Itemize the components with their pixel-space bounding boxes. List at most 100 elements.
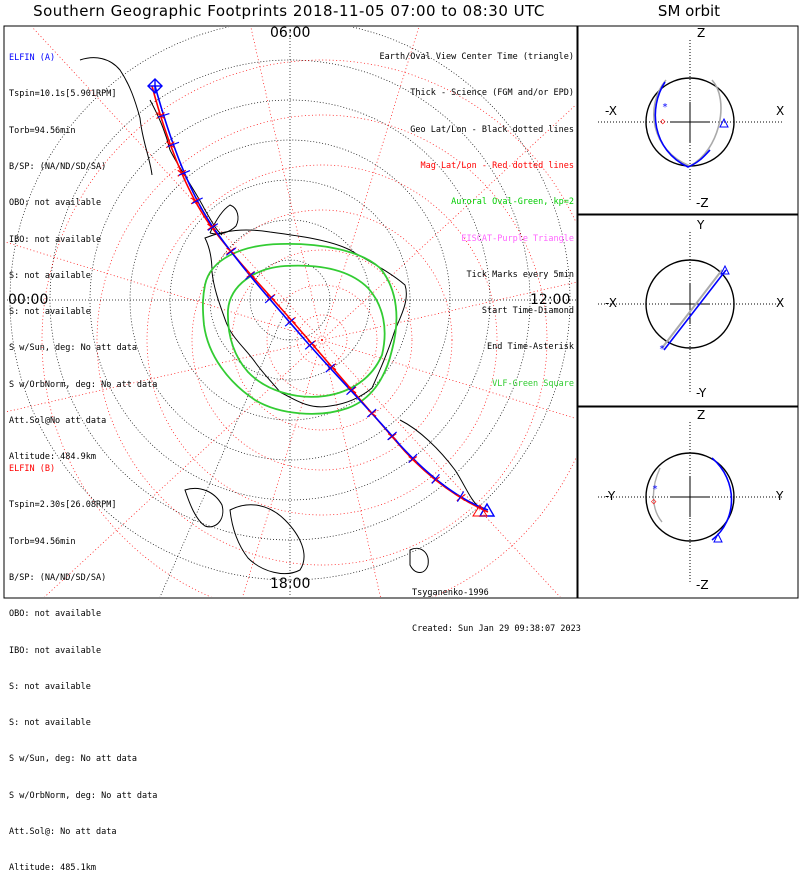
elfin-a-tick bbox=[325, 363, 336, 373]
elfin-a-line: Tspin=10.1s[5.901RPM] bbox=[9, 89, 117, 100]
oval-inner bbox=[227, 264, 386, 398]
elfin-b-tick bbox=[165, 141, 175, 149]
elfin-a-tick bbox=[225, 247, 237, 256]
orbit-frame-xy bbox=[577, 214, 799, 407]
mlt-label-bottom: 18:00 bbox=[270, 576, 311, 592]
elfin-a-tick bbox=[408, 453, 418, 464]
orbit-yz: * ◇ bbox=[598, 422, 782, 582]
credit: Tsyganenko-1996 Created: Sun Jan 29 09:3… bbox=[412, 563, 581, 647]
elfin-a-line: S w/Sun, deg: No att data bbox=[9, 343, 137, 354]
elfin-b-line: Altitude: 485.1km bbox=[9, 863, 96, 874]
orbit-xz-right: X bbox=[776, 104, 785, 118]
elfin-a-tick bbox=[207, 223, 219, 231]
legend-item: Tick Marks every 5min bbox=[466, 269, 574, 280]
indian-coast bbox=[399, 419, 481, 509]
elfin-a-line: Att.Sol@No att data bbox=[9, 416, 107, 426]
elfin-b-line: Att.Sol@: No att data bbox=[9, 827, 117, 837]
antarctica-coast bbox=[204, 229, 407, 408]
mag-grid-meridian bbox=[250, 27, 323, 341]
legend-item: Start Time-Diamond bbox=[481, 306, 574, 317]
mag-grid-circle bbox=[231, 249, 413, 431]
mlt-label-right: 12:00 bbox=[530, 292, 571, 308]
elfin-a-tick bbox=[284, 317, 295, 327]
peninsula bbox=[209, 204, 239, 235]
mag-grid-circle bbox=[191, 209, 453, 471]
map-frame bbox=[3, 25, 578, 599]
mlt-label-left: 00:00 bbox=[8, 292, 49, 308]
credit-created: Created: Sun Jan 29 09:38:07 2023 bbox=[412, 624, 581, 634]
elfin-b-tick bbox=[226, 247, 235, 255]
legend-item: Geo Lat/Lon - Black dotted lines bbox=[410, 124, 574, 135]
elfin-a-tick bbox=[387, 431, 398, 441]
geo-grid bbox=[5, 27, 576, 597]
mag-grid-meridian bbox=[242, 339, 323, 597]
elfin-a-line: IBO: not available bbox=[9, 234, 102, 245]
page-title: Southern Geographic Footprints 2018-11-0… bbox=[33, 2, 545, 20]
elfin-a-tick bbox=[431, 473, 440, 484]
legend: Earth/Oval View Center Time (triangle) T… bbox=[380, 27, 574, 402]
elfin-a-track bbox=[154, 85, 489, 511]
elfin-a-line: S: not available bbox=[9, 270, 91, 281]
elfin-a-line: B/SP: (NA/ND/SD/SA) bbox=[9, 162, 107, 173]
svg-text:*: * bbox=[652, 484, 658, 495]
elfin-a-tick bbox=[366, 408, 377, 418]
elfin-a-tick bbox=[304, 340, 315, 350]
elfin-b-tick bbox=[156, 112, 165, 120]
elfin-a-tick bbox=[264, 294, 275, 304]
mag-grid-meridian bbox=[31, 27, 323, 341]
elfin-a-line: OBO: not available bbox=[9, 198, 102, 209]
elfin-b-line: S w/OrbNorm, deg: No att data bbox=[9, 790, 158, 801]
orbit-title: SM orbit bbox=[657, 2, 721, 20]
elfin-a-line: Torb=94.56min bbox=[9, 125, 76, 136]
orbit-xz-top: Z bbox=[697, 26, 706, 40]
orbit-yz-right: Y bbox=[776, 489, 784, 503]
mag-grid-circle bbox=[296, 314, 348, 366]
elfin-b-line: OBO: not available bbox=[9, 609, 102, 620]
elfin-a-tick bbox=[191, 197, 203, 204]
oval-outer bbox=[202, 243, 398, 415]
orbit-xy-top: Y bbox=[697, 218, 705, 232]
elfin-b-line: Torb=94.56min bbox=[9, 536, 76, 547]
legend-item: End Time-Asterisk bbox=[487, 342, 574, 353]
track-ticks bbox=[156, 112, 466, 503]
orbit-xz-bottom: -Z bbox=[696, 196, 709, 210]
mag-grid-circle bbox=[41, 59, 576, 597]
coastlines bbox=[79, 57, 481, 574]
orbit-xy-bottom: -Y bbox=[696, 386, 707, 400]
legend-item: EISCAT-Purple Triangle bbox=[461, 233, 574, 244]
legend-item: Earth/Oval View Center Time (triangle) bbox=[379, 52, 574, 63]
plot-canvas: * ◇ * * ◇ bbox=[3, 25, 799, 599]
elfin-b-line: S: not available bbox=[9, 681, 91, 692]
elfin-a-tick bbox=[346, 386, 356, 396]
mag-grid-circle bbox=[266, 284, 378, 396]
credit-model: Tsyganenko-1996 bbox=[412, 588, 489, 598]
orbit-yz-left: -Y bbox=[605, 489, 616, 503]
legend-item: VLF-Green Square bbox=[492, 378, 574, 389]
elfin-a-tick bbox=[456, 491, 465, 503]
elfin-b-line: S w/Sun, deg: No att data bbox=[9, 754, 137, 765]
elfin-b-line: B/SP: (NA/ND/SD/SA) bbox=[9, 573, 107, 584]
elfin-b-line: Tspin=2.30s[26.08RPM] bbox=[9, 500, 117, 511]
elfin-a-line: Altitude: 484.9km bbox=[9, 452, 96, 463]
auroral-oval bbox=[202, 243, 398, 415]
elfin-b-line: S: not available bbox=[9, 718, 91, 729]
map-plot bbox=[5, 27, 576, 597]
start-diamond bbox=[147, 78, 163, 94]
island bbox=[409, 547, 429, 573]
orbit-xy-right: X bbox=[776, 296, 785, 310]
orbit-xz-left: -X bbox=[605, 104, 617, 118]
mag-grid-circle bbox=[96, 114, 548, 566]
orbit-xy-left: -X bbox=[605, 296, 617, 310]
elfin-b-line: IBO: not available bbox=[9, 645, 102, 656]
end-triangle-b bbox=[472, 504, 488, 517]
elfin-a-tick bbox=[167, 141, 180, 147]
south-america-west bbox=[149, 99, 223, 236]
australia-west bbox=[184, 487, 224, 528]
elfin-a-line: S w/OrbNorm, deg: No att data bbox=[9, 379, 158, 390]
svg-text:◇: ◇ bbox=[660, 117, 666, 127]
elfin-b-tick bbox=[207, 223, 216, 231]
elfin-a-header: ELFIN (A) bbox=[9, 53, 56, 64]
orbit-frame-xz bbox=[577, 25, 799, 215]
elfin-b-header: ELFIN (B) bbox=[9, 464, 56, 475]
mag-grid-circle bbox=[146, 164, 498, 516]
